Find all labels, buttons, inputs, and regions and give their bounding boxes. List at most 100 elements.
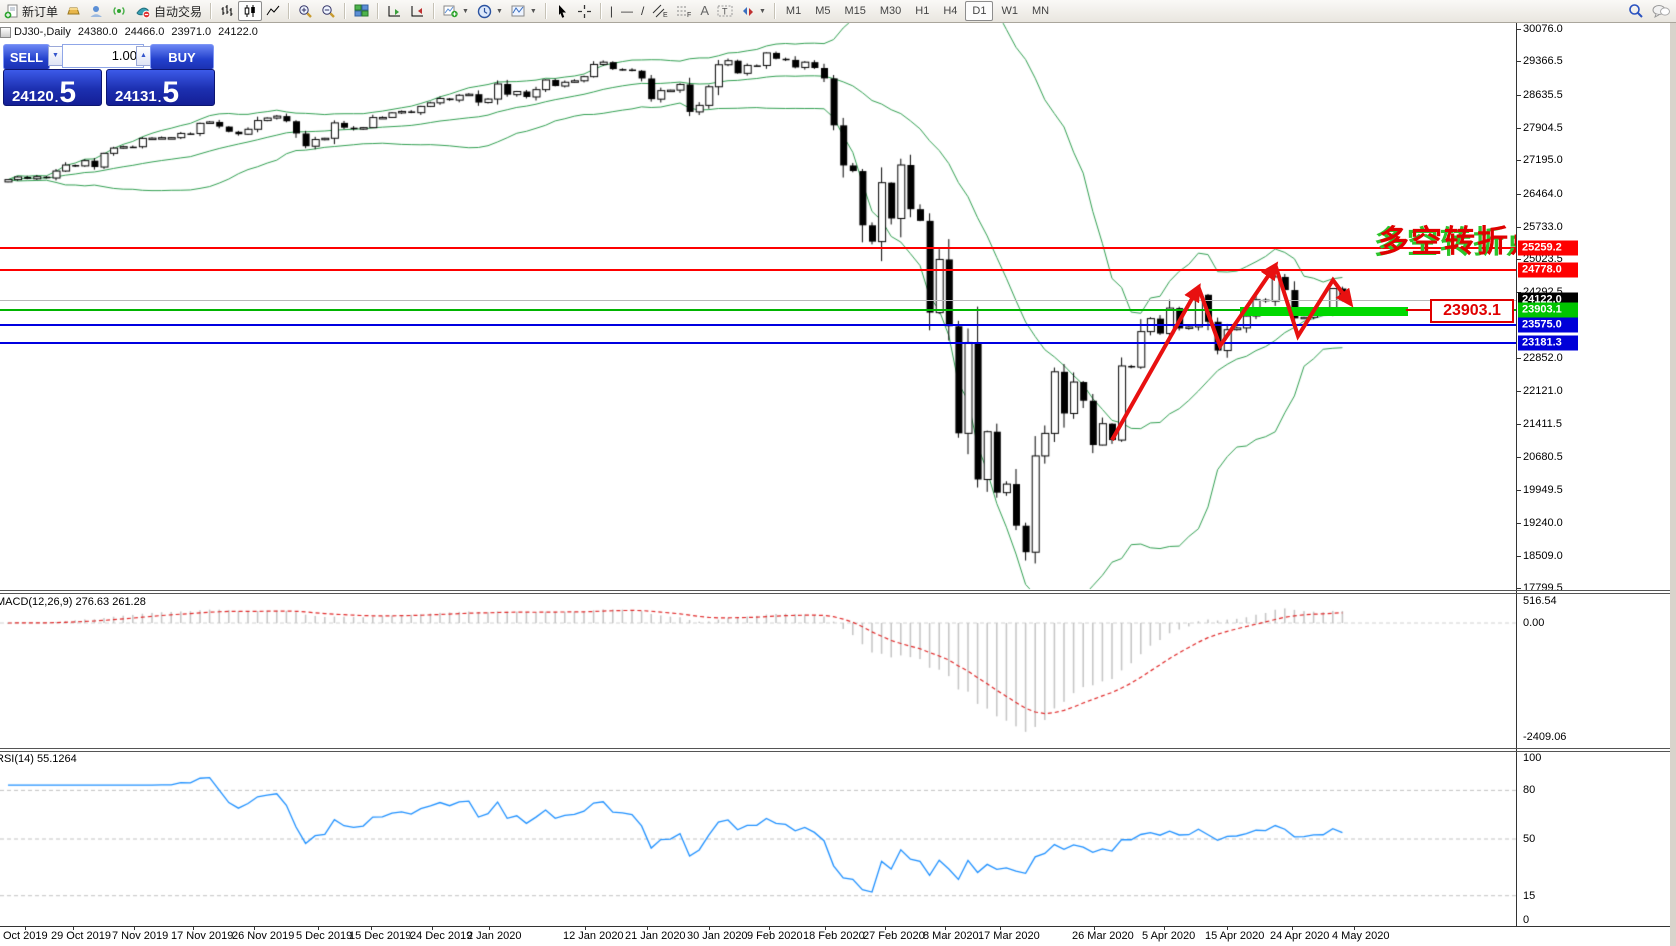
community-button[interactable] — [85, 1, 108, 21]
volume-increase-button[interactable]: ▲ — [136, 46, 151, 66]
panel-separator[interactable] — [0, 748, 1676, 749]
panel-separator[interactable] — [0, 590, 1676, 591]
panel-separator[interactable] — [0, 751, 1676, 752]
date-label: 12 Jan 2020 — [563, 930, 624, 942]
buy-price-main: 24131 — [115, 88, 157, 105]
buy-price-box[interactable]: 24131 . 5 — [106, 69, 215, 107]
price-level-line-25259.2[interactable] — [0, 247, 1516, 250]
panel-separator[interactable] — [0, 593, 1676, 594]
periods-dropdown-button[interactable]: ▼ — [473, 1, 507, 21]
dropdown-caret-icon: ▼ — [758, 7, 766, 15]
template-icon — [511, 5, 525, 17]
volume-decrease-button[interactable]: ▼ — [48, 46, 63, 66]
price-level-badge-23903.1: 23903.1 — [1518, 302, 1578, 318]
fibonacci-tool[interactable]: F — [672, 1, 696, 21]
auto-scroll-button[interactable] — [406, 1, 429, 21]
candlestick-icon — [244, 5, 255, 17]
svg-text:T: T — [722, 7, 728, 17]
trendline-icon: / — [640, 4, 645, 18]
new-order-button[interactable]: 新订单 — [0, 1, 62, 21]
turning-point-annotation: 多空转折点 — [1378, 224, 1543, 259]
signals-button[interactable] — [108, 1, 131, 21]
price-tick-mark — [1517, 94, 1521, 96]
price-tick-label: 19949.5 — [1523, 484, 1563, 497]
date-label: 17 Mar 2020 — [978, 930, 1040, 942]
rsi-tick-label: 100 — [1523, 752, 1542, 764]
timeframe-m1[interactable]: M1 — [785, 5, 802, 17]
timeframe-h4[interactable]: H4 — [943, 5, 958, 17]
crosshair-tool-button[interactable] — [573, 1, 596, 21]
zoom-in-button[interactable] — [294, 1, 317, 21]
date-tick-mark — [1094, 927, 1095, 930]
date-label: 30 Jan 2020 — [687, 930, 748, 942]
search-icon[interactable] — [1628, 3, 1644, 19]
price-level-badge-23575.0: 23575.0 — [1518, 317, 1578, 333]
label-tool[interactable]: T — [713, 1, 737, 21]
price-axis: 30076.0 29366.5 28635.5 27904.5 27195.0 26464… — [1517, 22, 1676, 926]
date-tick-mark — [1164, 927, 1165, 930]
timeframe-h1[interactable]: H1 — [915, 5, 930, 17]
templates-dropdown-button[interactable]: ▼ — [507, 1, 541, 21]
indicators-dropdown-button[interactable]: ▼ — [439, 1, 473, 21]
vertical-line-tool[interactable]: | — [606, 1, 617, 21]
rsi-tick-label: 0 — [1523, 914, 1530, 926]
price-level-line-24778.0[interactable] — [0, 269, 1516, 272]
rsi-name: RSI(14) — [0, 753, 34, 765]
sell-price-box[interactable]: 24120 . 5 — [3, 69, 102, 107]
date-tick-mark — [1292, 927, 1293, 930]
price-level-line-23903.1[interactable] — [0, 309, 1516, 312]
toolbar-separator — [344, 3, 347, 19]
toolbar-separator — [544, 3, 547, 19]
buy-button[interactable]: BUY — [150, 44, 214, 70]
price-level-line-24122.0[interactable] — [0, 299, 1516, 301]
ohlc-high: 24466.0 — [124, 26, 165, 38]
arrows-tool[interactable]: ▼ — [737, 1, 770, 21]
macd-name: MACD(12,26,9) — [0, 596, 73, 608]
channel-tool[interactable]: E — [648, 1, 672, 21]
timeframe-w1[interactable]: W1 — [1001, 5, 1018, 17]
date-label: 5 Dec 2019 — [296, 930, 353, 942]
timeframe-d1[interactable]: D1 — [965, 1, 994, 21]
gold-button[interactable] — [62, 1, 85, 21]
sell-price-main: 24120 — [12, 88, 54, 105]
price-tick-label: 25733.0 — [1523, 220, 1563, 233]
text-tool[interactable]: A — [696, 1, 713, 21]
date-tick-mark — [769, 927, 770, 930]
date-tick-mark — [193, 927, 194, 930]
chat-icon[interactable] — [1652, 4, 1670, 19]
date-tick-mark — [1227, 927, 1228, 930]
dropdown-caret-icon: ▼ — [462, 7, 469, 15]
timeframe-m5[interactable]: M5 — [815, 5, 831, 17]
tile-windows-button[interactable] — [350, 1, 373, 21]
chart-shift-button[interactable] — [383, 1, 406, 21]
timeframe-mn[interactable]: MN — [1031, 5, 1050, 17]
horizontal-line-tool[interactable]: — — [617, 1, 637, 21]
crosshair-icon — [577, 4, 591, 18]
candlestick-chart-button[interactable] — [238, 1, 263, 21]
trendline-tool[interactable]: / — [637, 1, 648, 21]
price-tick-mark — [1517, 490, 1521, 492]
line-chart-button[interactable] — [262, 1, 284, 21]
rsi-tick-label: 80 — [1523, 784, 1536, 797]
price-level-line-23181.3[interactable] — [0, 342, 1516, 345]
sell-button[interactable]: SELL — [3, 44, 50, 70]
price-tick-label: 27904.5 — [1523, 121, 1563, 134]
timeframe-m15[interactable]: M15 — [844, 5, 866, 17]
cursor-tool-button[interactable] — [551, 1, 573, 21]
zoom-out-button[interactable] — [317, 1, 340, 21]
date-label: 4 May 2020 — [1332, 930, 1390, 942]
volume-input[interactable]: 1.00 — [62, 44, 144, 68]
date-label: 8 Mar 2020 — [923, 930, 979, 942]
price-level-line-23575.0[interactable] — [0, 324, 1516, 327]
price-tick-mark — [1517, 29, 1521, 30]
auto-trading-button[interactable]: 自动交易 — [131, 1, 206, 21]
arrows-icon — [742, 6, 753, 16]
price-tick-mark — [1517, 457, 1521, 459]
bar-chart-button[interactable] — [216, 1, 238, 21]
rsi-value: 55.1264 — [36, 753, 77, 765]
cursor-icon — [558, 4, 566, 18]
date-tick-mark — [371, 927, 372, 930]
macd-tick-label: 0.00 — [1523, 617, 1545, 629]
timeframe-m30[interactable]: M30 — [879, 5, 902, 17]
